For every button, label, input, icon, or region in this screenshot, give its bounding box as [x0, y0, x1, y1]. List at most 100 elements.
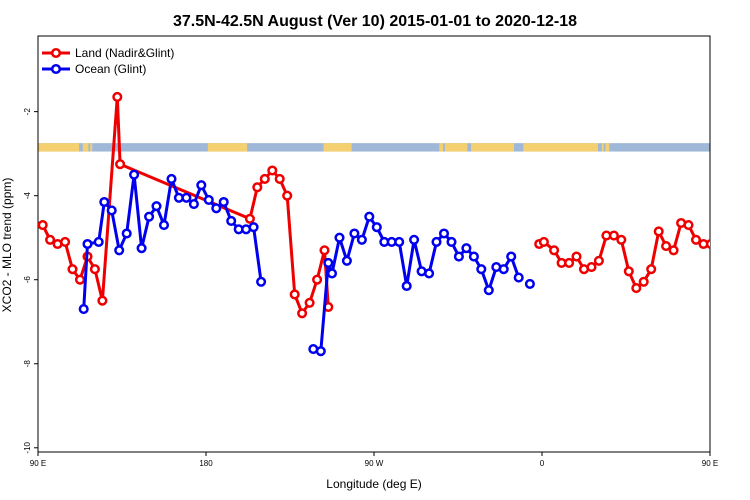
data-point — [690, 234, 702, 245]
data-point — [252, 182, 263, 193]
data-point — [653, 226, 664, 237]
series-land — [38, 91, 750, 319]
data-point — [726, 305, 734, 313]
data-point — [538, 236, 549, 247]
map-band-land — [601, 143, 604, 152]
data-point — [115, 159, 126, 170]
data-point — [289, 289, 300, 300]
series-ocean — [78, 169, 750, 357]
data-point — [646, 264, 657, 275]
data-point — [356, 234, 367, 245]
data-point — [394, 236, 405, 247]
data-point — [315, 346, 326, 357]
y-tick-label: -10 — [23, 441, 32, 453]
data-point — [616, 234, 627, 245]
x-tick-label: 90 W — [365, 459, 384, 468]
data-point — [668, 245, 679, 256]
data-point — [144, 211, 155, 222]
data-point — [248, 222, 259, 233]
data-point — [218, 196, 229, 208]
y-tick-label: -2 — [23, 108, 32, 116]
data-point — [461, 243, 472, 254]
data-point — [82, 238, 93, 250]
data-point — [267, 165, 278, 176]
data-point — [226, 215, 237, 226]
data-point — [571, 251, 582, 262]
map-band-land — [605, 143, 610, 152]
data-point — [38, 220, 48, 231]
legend-marker-ocean — [50, 63, 62, 75]
data-point — [549, 245, 560, 256]
x-axis-label: Longitude (deg E) — [326, 477, 421, 491]
data-point — [158, 220, 170, 231]
data-point — [586, 262, 597, 273]
data-point — [476, 264, 487, 275]
data-point — [114, 245, 125, 256]
data-point — [745, 297, 750, 305]
data-point — [297, 308, 308, 319]
data-point — [244, 213, 255, 224]
map-band-land — [523, 143, 598, 152]
data-point — [453, 251, 464, 262]
data-point — [424, 268, 435, 279]
data-point — [730, 240, 738, 248]
data-point — [93, 236, 104, 247]
map-band — [38, 143, 710, 152]
series-line — [538, 221, 710, 290]
data-point — [730, 253, 738, 261]
data-point — [319, 245, 330, 256]
data-point — [274, 173, 285, 184]
data-point — [364, 211, 375, 222]
map-band-land — [207, 143, 248, 152]
data-point — [722, 276, 730, 284]
data-point — [593, 255, 604, 266]
series-layer — [38, 91, 750, 357]
series-line — [730, 175, 750, 309]
legend-label-land: Land (Nadir&Glint) — [75, 46, 174, 60]
map-band-land — [444, 143, 468, 152]
data-point — [513, 272, 524, 283]
x-tick-label: 0 — [540, 459, 545, 468]
data-point — [304, 297, 315, 308]
y-tick-label: -8 — [23, 360, 32, 368]
data-point — [203, 194, 214, 205]
data-point — [334, 232, 345, 243]
map-band-land — [323, 143, 352, 152]
data-point — [638, 276, 649, 287]
data-point — [256, 276, 267, 287]
data-point — [341, 255, 352, 266]
data-point — [564, 257, 575, 268]
legend-marker-land — [50, 47, 62, 59]
data-point — [312, 274, 323, 285]
chart-title: 37.5N-42.5N August (Ver 10) 2015-01-01 t… — [173, 13, 577, 30]
map-band-land — [439, 143, 444, 152]
legend-label-ocean: Ocean (Glint) — [75, 62, 146, 76]
data-point — [166, 173, 177, 184]
y-tick-label: -6 — [23, 276, 32, 284]
data-point — [498, 264, 509, 275]
data-point — [106, 205, 117, 216]
data-point — [151, 201, 162, 212]
data-point — [446, 236, 457, 247]
data-point — [196, 180, 207, 191]
data-point — [323, 257, 334, 268]
data-point — [349, 228, 360, 239]
data-point — [282, 190, 293, 201]
data-point — [67, 264, 78, 275]
x-tick-label: 180 — [199, 459, 213, 468]
y-axis: -2 -4 -6 -8 -10 — [23, 108, 38, 454]
data-point — [60, 236, 71, 247]
map-band-land — [471, 143, 514, 152]
data-point — [608, 230, 619, 241]
y-axis-label: XCO2 - MLO trend (ppm) — [0, 178, 14, 313]
y-tick-label: -4 — [23, 192, 32, 200]
data-point — [737, 265, 745, 273]
data-point — [129, 169, 140, 180]
data-point — [97, 295, 108, 306]
data-point — [99, 196, 110, 208]
data-point — [371, 222, 382, 233]
data-point — [438, 228, 450, 239]
map-band-land — [90, 143, 93, 152]
data-point — [705, 239, 710, 249]
